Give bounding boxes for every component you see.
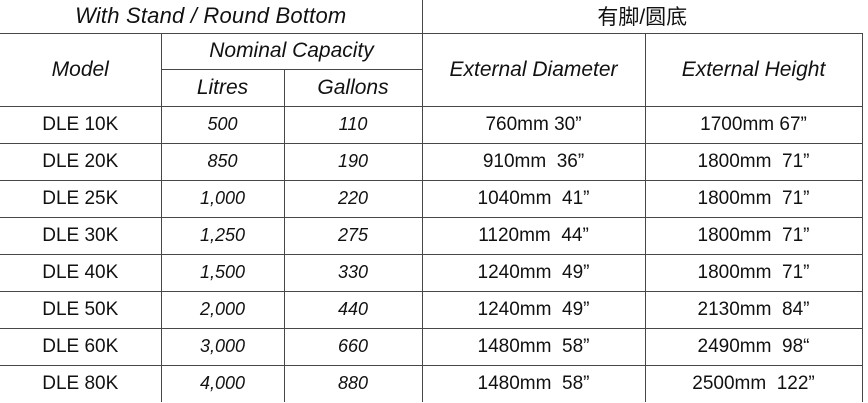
external-diameter-cell: 910mm 36” <box>421 142 646 181</box>
table-row: DLE 25K 1,000 220 1040mm 41” 1800mm 71” <box>0 179 863 218</box>
gallons-cell: 110 <box>283 105 423 144</box>
column-header-gallons: Gallons <box>283 68 423 107</box>
gallons-cell: 220 <box>283 179 423 218</box>
group-header-row: With Stand / Round Bottom 有脚/圆底 <box>0 0 863 34</box>
litres-cell: 1,500 <box>160 253 285 292</box>
gallons-cell: 275 <box>283 216 423 255</box>
litres-cell: 4,000 <box>160 364 285 402</box>
right-group-title: 有脚/圆底 <box>421 0 863 34</box>
external-diameter-cell: 1240mm 49” <box>421 253 646 292</box>
model-cell: DLE 20K <box>0 142 162 181</box>
external-height-cell: 2500mm 122” <box>644 364 863 402</box>
gallons-cell: 190 <box>283 142 423 181</box>
gallons-cell: 330 <box>283 253 423 292</box>
litres-cell: 3,000 <box>160 327 285 366</box>
external-diameter-cell: 1120mm 44” <box>421 216 646 255</box>
model-cell: DLE 10K <box>0 105 162 144</box>
litres-cell: 2,000 <box>160 290 285 329</box>
external-height-cell: 2130mm 84” <box>644 290 863 329</box>
column-header-litres: Litres <box>160 68 285 107</box>
litres-cell: 500 <box>160 105 285 144</box>
external-height-cell: 1800mm 71” <box>644 216 863 255</box>
column-header-external-diameter: External Diameter <box>421 32 646 107</box>
gallons-cell: 660 <box>283 327 423 366</box>
external-diameter-cell: 1480mm 58” <box>421 327 646 366</box>
column-subheader-row: Litres Gallons <box>0 68 862 107</box>
external-diameter-cell: 1040mm 41” <box>421 179 646 218</box>
model-cell: DLE 80K <box>0 364 162 402</box>
external-height-cell: 2490mm 98“ <box>644 327 863 366</box>
litres-cell: 850 <box>160 142 285 181</box>
external-height-cell: 1700mm 67” <box>644 105 863 144</box>
model-cell: DLE 25K <box>0 179 162 218</box>
table-row: DLE 30K 1,250 275 1120mm 44” 1800mm 71” <box>0 216 863 255</box>
gallons-cell: 880 <box>283 364 423 402</box>
table-row: DLE 50K 2,000 440 1240mm 49” 2130mm 84” <box>0 290 863 329</box>
model-cell: DLE 50K <box>0 290 162 329</box>
external-height-cell: 1800mm 71” <box>644 179 863 218</box>
external-diameter-cell: 1240mm 49” <box>421 290 646 329</box>
external-diameter-cell: 1480mm 58” <box>421 364 646 402</box>
table-row: DLE 20K 850 190 910mm 36” 1800mm 71” <box>0 142 863 181</box>
column-header-nominal-capacity: Nominal Capacity <box>160 32 423 70</box>
model-cell: DLE 40K <box>0 253 162 292</box>
column-header-model: Model <box>0 32 162 107</box>
table-row: DLE 60K 3,000 660 1480mm 58” 2490mm 98“ <box>0 327 863 366</box>
external-height-cell: 1800mm 71” <box>644 253 863 292</box>
column-header-row: Model Nominal Capacity External Diameter… <box>0 32 863 107</box>
external-height-cell: 1800mm 71” <box>644 142 863 181</box>
table-row: DLE 10K 500 110 760mm 30” 1700mm 67” <box>0 105 863 144</box>
table-row: DLE 40K 1,500 330 1240mm 49” 1800mm 71” <box>0 253 863 292</box>
left-group-title: With Stand / Round Bottom <box>0 0 423 34</box>
table-row: DLE 80K 4,000 880 1480mm 58” 2500mm 122” <box>0 364 863 402</box>
litres-cell: 1,250 <box>160 216 285 255</box>
model-cell: DLE 30K <box>0 216 162 255</box>
external-diameter-cell: 760mm 30” <box>421 105 646 144</box>
model-cell: DLE 60K <box>0 327 162 366</box>
litres-cell: 1,000 <box>160 179 285 218</box>
column-header-external-height: External Height <box>644 32 863 107</box>
gallons-cell: 440 <box>283 290 423 329</box>
